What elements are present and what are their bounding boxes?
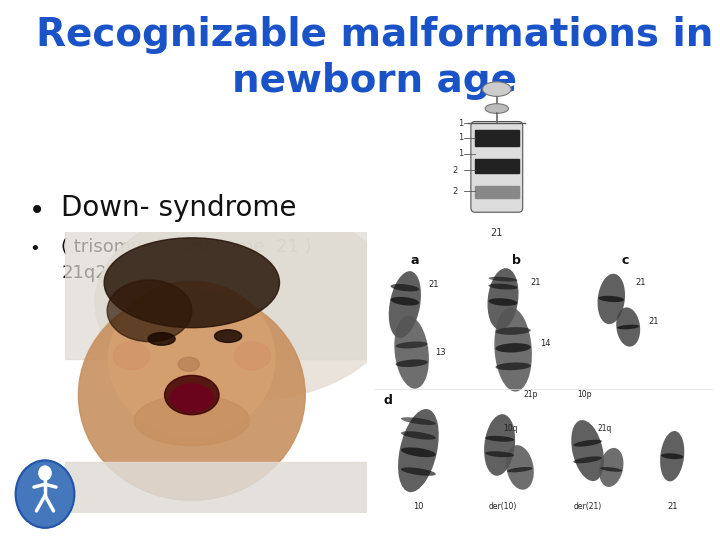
Ellipse shape xyxy=(113,342,150,370)
Text: ( trisomy chromosome  21 )
21q22: ( trisomy chromosome 21 ) 21q22 xyxy=(61,238,312,282)
Ellipse shape xyxy=(148,333,175,345)
Bar xyxy=(474,159,519,173)
Text: 2: 2 xyxy=(453,166,458,174)
Ellipse shape xyxy=(482,82,511,96)
Ellipse shape xyxy=(485,451,514,457)
Text: 21: 21 xyxy=(649,317,659,326)
Ellipse shape xyxy=(617,325,639,329)
Text: b: b xyxy=(512,254,521,267)
Ellipse shape xyxy=(573,456,602,463)
Ellipse shape xyxy=(109,281,275,436)
Circle shape xyxy=(16,461,74,528)
Ellipse shape xyxy=(484,414,515,476)
Ellipse shape xyxy=(485,436,514,442)
Text: 21: 21 xyxy=(667,502,678,511)
Bar xyxy=(65,462,367,513)
Ellipse shape xyxy=(165,375,219,415)
Ellipse shape xyxy=(600,467,622,472)
Text: •: • xyxy=(29,197,45,225)
Text: 1: 1 xyxy=(458,133,463,142)
Ellipse shape xyxy=(171,384,213,412)
Ellipse shape xyxy=(506,445,534,490)
FancyBboxPatch shape xyxy=(471,122,523,212)
Ellipse shape xyxy=(571,420,604,481)
Text: 1: 1 xyxy=(458,119,463,127)
Text: 1: 1 xyxy=(458,150,463,158)
Ellipse shape xyxy=(507,467,533,472)
Ellipse shape xyxy=(135,395,249,445)
Text: 21: 21 xyxy=(530,278,541,287)
Ellipse shape xyxy=(401,468,436,476)
Ellipse shape xyxy=(616,307,640,347)
Ellipse shape xyxy=(78,290,305,501)
Ellipse shape xyxy=(398,409,438,492)
Text: 14: 14 xyxy=(540,339,551,348)
Text: 21: 21 xyxy=(635,278,645,287)
Ellipse shape xyxy=(495,362,531,370)
Ellipse shape xyxy=(401,417,436,425)
Ellipse shape xyxy=(598,274,625,324)
Text: Down- syndrome: Down- syndrome xyxy=(61,194,297,222)
Ellipse shape xyxy=(661,453,683,459)
Ellipse shape xyxy=(107,280,192,342)
Ellipse shape xyxy=(401,448,436,457)
Ellipse shape xyxy=(395,341,428,348)
Ellipse shape xyxy=(489,284,518,289)
Text: Recognizable malformations in
newborn age: Recognizable malformations in newborn ag… xyxy=(36,16,713,100)
Bar xyxy=(474,186,519,198)
Text: 10: 10 xyxy=(413,502,423,511)
Ellipse shape xyxy=(395,316,429,389)
Ellipse shape xyxy=(389,271,421,338)
Ellipse shape xyxy=(573,440,602,447)
Text: c: c xyxy=(621,254,629,267)
Ellipse shape xyxy=(395,360,428,367)
Ellipse shape xyxy=(104,238,279,328)
Ellipse shape xyxy=(489,277,518,281)
Text: d: d xyxy=(384,394,392,407)
Text: 21p: 21p xyxy=(523,390,538,399)
Text: 2: 2 xyxy=(453,187,458,195)
Ellipse shape xyxy=(234,342,271,370)
Ellipse shape xyxy=(660,431,684,481)
Ellipse shape xyxy=(598,296,624,302)
Ellipse shape xyxy=(489,298,518,306)
Text: 10q: 10q xyxy=(503,423,518,433)
Ellipse shape xyxy=(485,104,508,113)
Ellipse shape xyxy=(215,330,242,342)
Ellipse shape xyxy=(495,327,531,335)
Text: 13: 13 xyxy=(436,348,446,357)
Text: 10p: 10p xyxy=(577,390,592,399)
Ellipse shape xyxy=(495,307,532,392)
Ellipse shape xyxy=(401,431,436,440)
Circle shape xyxy=(39,466,51,480)
Text: 21q: 21q xyxy=(598,423,612,433)
Text: der(21): der(21) xyxy=(573,502,602,511)
Bar xyxy=(474,130,519,146)
Ellipse shape xyxy=(487,268,518,330)
Text: a: a xyxy=(410,254,419,267)
Text: 21: 21 xyxy=(490,228,503,238)
Ellipse shape xyxy=(179,357,199,371)
Ellipse shape xyxy=(95,204,397,401)
Ellipse shape xyxy=(390,284,419,292)
Ellipse shape xyxy=(495,343,531,353)
Bar xyxy=(65,218,367,359)
Text: •: • xyxy=(29,240,40,258)
Text: der(10): der(10) xyxy=(489,502,517,511)
Text: 21: 21 xyxy=(428,280,439,289)
Ellipse shape xyxy=(390,297,419,306)
Ellipse shape xyxy=(599,448,624,487)
